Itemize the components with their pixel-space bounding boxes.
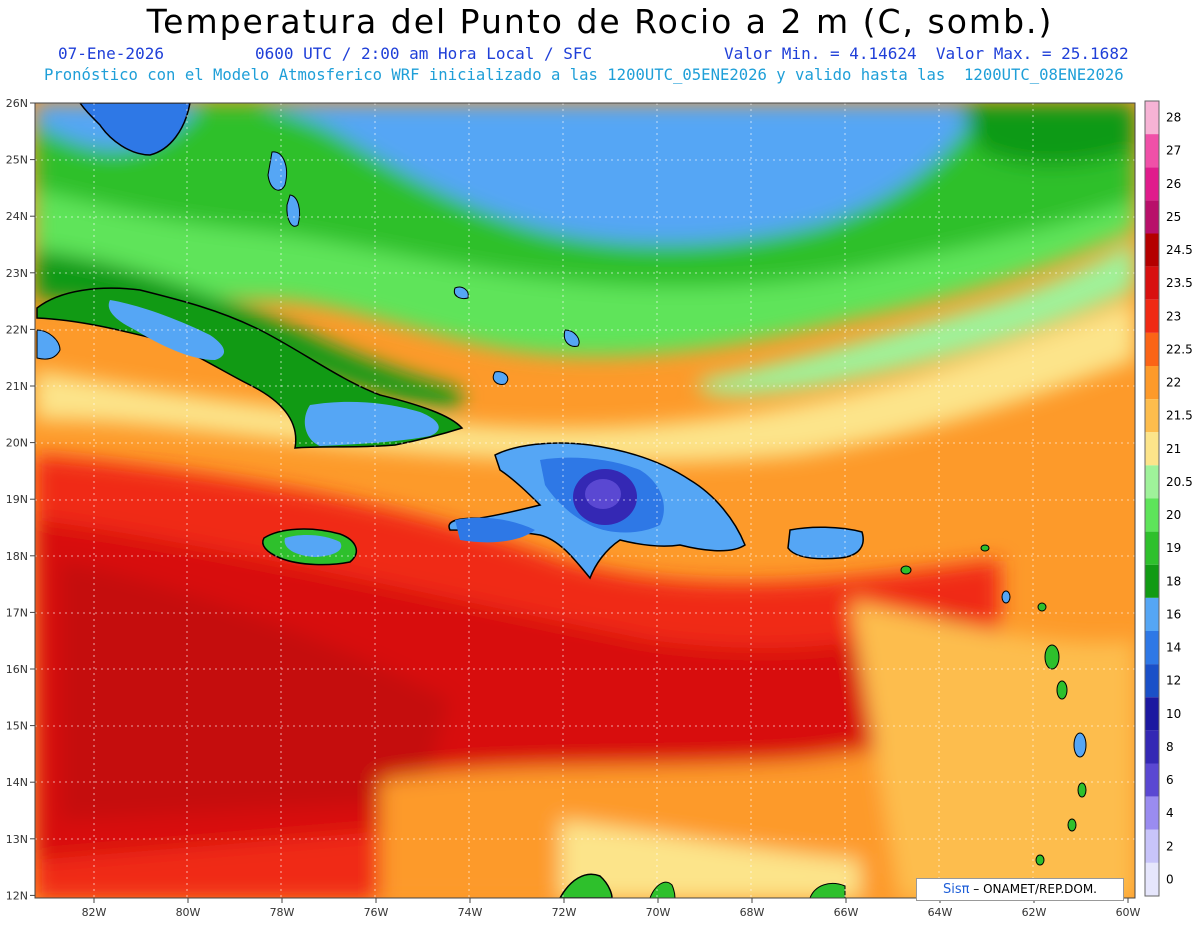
- colorbar-swatch: [1145, 200, 1159, 234]
- colorbar-label: 26: [1166, 177, 1181, 191]
- lat-label: 20N: [6, 437, 28, 450]
- map-title: Temperatura del Punto de Rocio a 2 m (C,…: [146, 2, 1054, 41]
- lat-label: 18N: [6, 550, 28, 563]
- colorbar-swatch: [1145, 167, 1159, 201]
- lat-label: 17N: [6, 606, 28, 619]
- colorbar-swatch: [1145, 730, 1159, 764]
- colorbar-label: 20: [1166, 508, 1181, 522]
- colorbar-swatch: [1145, 134, 1159, 168]
- colorbar-swatch: [1145, 697, 1159, 731]
- min-max-values: Valor Min. = 4.14624 Valor Max. = 25.168…: [724, 44, 1129, 63]
- colorbar-label: 8: [1166, 740, 1174, 754]
- model-info: Pronóstico con el Modelo Atmosferico WRF…: [44, 66, 1124, 84]
- lon-label: 74W: [458, 906, 483, 919]
- colorbar-swatch: [1145, 266, 1159, 300]
- lat-label: 13N: [6, 833, 28, 846]
- lon-label: 78W: [270, 906, 295, 919]
- colorbar-label: 12: [1166, 674, 1181, 688]
- forecast-time: 0600 UTC / 2:00 am Hora Local / SFC: [255, 44, 593, 63]
- lat-label: 19N: [6, 493, 28, 506]
- lat-label: 24N: [6, 210, 28, 223]
- south-america-coast: [559, 873, 613, 898]
- colorbar: 2827262524.523.52322.52221.52120.5201918…: [1144, 100, 1193, 897]
- colorbar-swatch: [1145, 597, 1159, 631]
- puerto-rico-island: [787, 526, 864, 560]
- lon-label: 62W: [1022, 906, 1047, 919]
- lon-label: 76W: [364, 906, 389, 919]
- colorbar-swatch: [1145, 631, 1159, 665]
- latitude-labels: 26N 25N 24N 23N 22N 21N 20N 19N 18N 17N 16N 15N 14N 1…: [6, 97, 35, 902]
- lon-label: 60W: [1116, 906, 1141, 919]
- colorbar-frame: [1144, 100, 1160, 897]
- colorbar-label: 2: [1166, 839, 1174, 853]
- dewpoint-field: [35, 103, 1135, 898]
- hispaniola-island: [448, 442, 746, 580]
- colorbar-swatch: [1145, 432, 1159, 466]
- colorbar-label: 0: [1166, 872, 1174, 886]
- colorbar-label: 6: [1166, 773, 1174, 787]
- colorbar-swatch: [1145, 399, 1159, 433]
- lat-label: 16N: [6, 663, 28, 676]
- colorbar-label: 14: [1166, 641, 1181, 655]
- colorbar-label: 23: [1166, 309, 1181, 323]
- colorbar-label: 22.5: [1166, 342, 1193, 356]
- graticule: [35, 103, 1135, 898]
- colorbar-label: 19: [1166, 541, 1181, 555]
- lon-label: 64W: [928, 906, 953, 919]
- longitude-labels: 82W 80W 78W 76W 74W 72W 70W 68W 66W 64W 62W 60W: [82, 898, 1141, 919]
- lesser-antilles: [900, 544, 1087, 866]
- colorbar-label: 20.5: [1166, 475, 1193, 489]
- colorbar-swatch: [1145, 564, 1159, 598]
- colorbar-label: 4: [1166, 806, 1174, 820]
- colorbar-swatch: [1145, 299, 1159, 333]
- cuba-island: [36, 287, 464, 449]
- lat-label: 26N: [6, 97, 28, 110]
- colorbar-label: 22: [1166, 376, 1181, 390]
- colorbar-swatch: [1145, 862, 1159, 896]
- colorbar-label: 27: [1166, 144, 1181, 158]
- lon-label: 70W: [646, 906, 671, 919]
- credit-text: – ONAMET/REP.DOM.: [973, 882, 1097, 896]
- bahamas-islands: [267, 151, 580, 385]
- colorbar-swatch: [1145, 366, 1159, 400]
- lon-label: 80W: [176, 906, 201, 919]
- colorbar-swatch: [1145, 531, 1159, 565]
- sispi-logo: Sisπ: [942, 882, 970, 897]
- colorbar-swatch: [1145, 465, 1159, 499]
- colorbar-label: 28: [1166, 111, 1181, 125]
- colorbar-swatch: [1145, 796, 1159, 830]
- colorbar-swatch: [1145, 664, 1159, 698]
- lat-label: 23N: [6, 267, 28, 280]
- colorbar-label: 16: [1166, 607, 1181, 621]
- lat-label: 12N: [6, 889, 28, 902]
- colorbar-label: 21: [1166, 442, 1181, 456]
- map-frame: [34, 102, 1136, 899]
- colorbar-swatch: [1145, 763, 1159, 797]
- colorbar-label: 21.5: [1166, 409, 1193, 423]
- colorbar-label: 23.5: [1166, 276, 1193, 290]
- colorbar-swatch: [1145, 829, 1159, 863]
- lon-label: 82W: [82, 906, 107, 919]
- colorbar-label: 18: [1166, 574, 1181, 588]
- lon-label: 72W: [552, 906, 577, 919]
- colorbar-label: 24.5: [1166, 243, 1193, 257]
- credit-box: Sisπ – ONAMET/REP.DOM.: [916, 878, 1124, 901]
- colorbar-swatch: [1145, 498, 1159, 532]
- colorbar-label: 25: [1166, 210, 1181, 224]
- lat-label: 15N: [6, 720, 28, 733]
- florida-land: [79, 103, 191, 156]
- lat-label: 25N: [6, 154, 28, 167]
- lon-label: 68W: [740, 906, 765, 919]
- colorbar-label: 10: [1166, 707, 1181, 721]
- lat-label: 21N: [6, 380, 28, 393]
- lat-label: 14N: [6, 776, 28, 789]
- colorbar-swatch: [1145, 332, 1159, 366]
- lat-label: 22N: [6, 323, 28, 336]
- colorbar-swatch: [1145, 101, 1159, 135]
- forecast-date: 07-Ene-2026: [58, 44, 164, 63]
- colorbar-swatch: [1145, 233, 1159, 267]
- lon-label: 66W: [834, 906, 859, 919]
